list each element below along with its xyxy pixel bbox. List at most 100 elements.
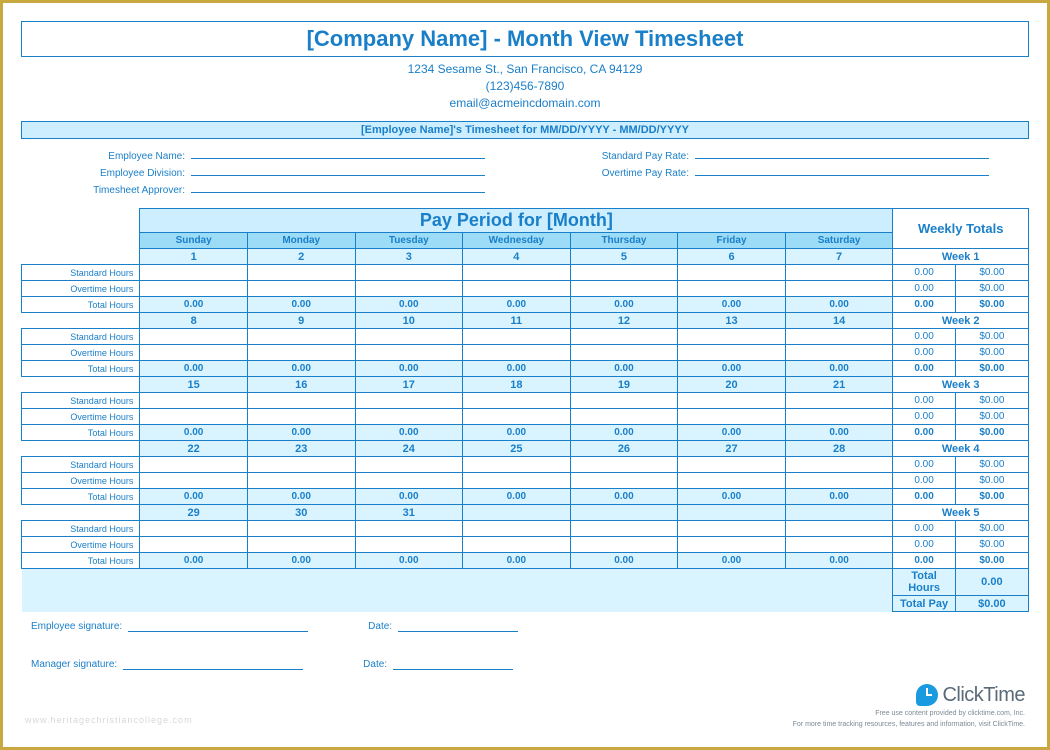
overtime-cell[interactable] (570, 537, 678, 553)
overtime-cell[interactable] (785, 409, 893, 425)
wt-ot-p: $0.00 (955, 345, 1028, 361)
overtime-cell[interactable] (463, 409, 571, 425)
grand-total-hours-value: 0.00 (955, 569, 1028, 596)
overtime-cell[interactable] (570, 281, 678, 297)
overtime-cell[interactable] (355, 537, 463, 553)
standard-cell[interactable] (463, 393, 571, 409)
standard-cell[interactable] (570, 265, 678, 281)
week-label-3: Week 4 (893, 441, 1029, 457)
overtime-cell[interactable] (785, 345, 893, 361)
manager-signature-line[interactable] (123, 656, 303, 670)
standard-cell[interactable] (140, 329, 248, 345)
standard-cell[interactable] (785, 393, 893, 409)
manager-date-line[interactable] (393, 656, 513, 670)
standard-cell[interactable] (570, 521, 678, 537)
standard-cell[interactable] (463, 521, 571, 537)
page-title: [Company Name] - Month View Timesheet (21, 21, 1029, 57)
standard-cell[interactable] (355, 521, 463, 537)
standard-cell[interactable] (678, 329, 786, 345)
standard-cell[interactable] (355, 457, 463, 473)
standard-cell[interactable] (247, 329, 355, 345)
overtime-cell[interactable] (570, 409, 678, 425)
total-cell: 0.00 (785, 425, 893, 441)
standard-cell[interactable] (247, 393, 355, 409)
company-email[interactable]: email@acmeincdomain.com (450, 96, 601, 110)
overtime-cell[interactable] (678, 409, 786, 425)
overtime-cell[interactable] (247, 281, 355, 297)
overtime-cell[interactable] (140, 537, 248, 553)
total-cell: 0.00 (678, 553, 786, 569)
employee-date-line[interactable] (398, 618, 518, 632)
overtime-cell[interactable] (678, 473, 786, 489)
overtime-cell[interactable] (463, 473, 571, 489)
standard-cell[interactable] (247, 521, 355, 537)
standard-cell[interactable] (785, 329, 893, 345)
standard-cell[interactable] (785, 521, 893, 537)
standard-cell[interactable] (463, 457, 571, 473)
wt-ot-h: 0.00 (893, 281, 955, 297)
overtime-cell[interactable] (570, 473, 678, 489)
overtime-cell[interactable] (140, 281, 248, 297)
overtime-cell[interactable] (247, 473, 355, 489)
standard-cell[interactable] (140, 265, 248, 281)
standard-cell[interactable] (678, 265, 786, 281)
standard-cell[interactable] (785, 265, 893, 281)
wt-std-h: 0.00 (893, 393, 955, 409)
overtime-cell[interactable] (247, 537, 355, 553)
overtime-cell[interactable] (355, 473, 463, 489)
company-phone: (123)456-7890 (21, 78, 1029, 95)
standard-cell[interactable] (678, 457, 786, 473)
overtime-cell[interactable] (140, 473, 248, 489)
overtime-cell[interactable] (247, 345, 355, 361)
overtime-cell[interactable] (678, 281, 786, 297)
overtime-cell[interactable] (785, 537, 893, 553)
overtime-cell[interactable] (463, 537, 571, 553)
row-label-standard: Standard Hours (22, 521, 140, 537)
standard-cell[interactable] (678, 521, 786, 537)
wt-std-p: $0.00 (955, 521, 1028, 537)
overtime-cell[interactable] (355, 281, 463, 297)
standard-cell[interactable] (355, 393, 463, 409)
day-num-w3-d2: 24 (355, 441, 463, 457)
overtime-cell[interactable] (678, 537, 786, 553)
standard-cell[interactable] (570, 393, 678, 409)
standard-cell[interactable] (355, 265, 463, 281)
day-num-w2-d4: 19 (570, 377, 678, 393)
standard-cell[interactable] (570, 457, 678, 473)
standard-cell[interactable] (247, 457, 355, 473)
standard-cell[interactable] (140, 521, 248, 537)
overtime-cell[interactable] (463, 345, 571, 361)
employee-signature-line[interactable] (128, 618, 308, 632)
employee-name-field[interactable] (191, 147, 485, 159)
overtime-cell[interactable] (570, 345, 678, 361)
overtime-cell[interactable] (247, 409, 355, 425)
day-num-w4-d4 (570, 505, 678, 521)
overtime-cell[interactable] (785, 473, 893, 489)
overtime-cell[interactable] (355, 409, 463, 425)
standard-cell[interactable] (785, 457, 893, 473)
overtime-cell[interactable] (678, 345, 786, 361)
wt-std-p: $0.00 (955, 329, 1028, 345)
overtime-cell[interactable] (140, 409, 248, 425)
standard-pay-field[interactable] (695, 147, 989, 159)
standard-cell[interactable] (355, 329, 463, 345)
employee-division-field[interactable] (191, 164, 485, 176)
standard-cell[interactable] (570, 329, 678, 345)
standard-cell[interactable] (140, 393, 248, 409)
overtime-cell[interactable] (140, 345, 248, 361)
standard-cell[interactable] (678, 393, 786, 409)
standard-cell[interactable] (463, 329, 571, 345)
day-num-w4-d5 (678, 505, 786, 521)
overtime-cell[interactable] (785, 281, 893, 297)
row-label-total: Total Hours (22, 425, 140, 441)
standard-cell[interactable] (247, 265, 355, 281)
standard-cell[interactable] (463, 265, 571, 281)
wt-std-h: 0.00 (893, 457, 955, 473)
day-num-w0-d5: 6 (678, 249, 786, 265)
overtime-pay-field[interactable] (695, 164, 989, 176)
overtime-cell[interactable] (463, 281, 571, 297)
overtime-cell[interactable] (355, 345, 463, 361)
total-cell: 0.00 (140, 425, 248, 441)
timesheet-approver-field[interactable] (191, 181, 485, 193)
standard-cell[interactable] (140, 457, 248, 473)
